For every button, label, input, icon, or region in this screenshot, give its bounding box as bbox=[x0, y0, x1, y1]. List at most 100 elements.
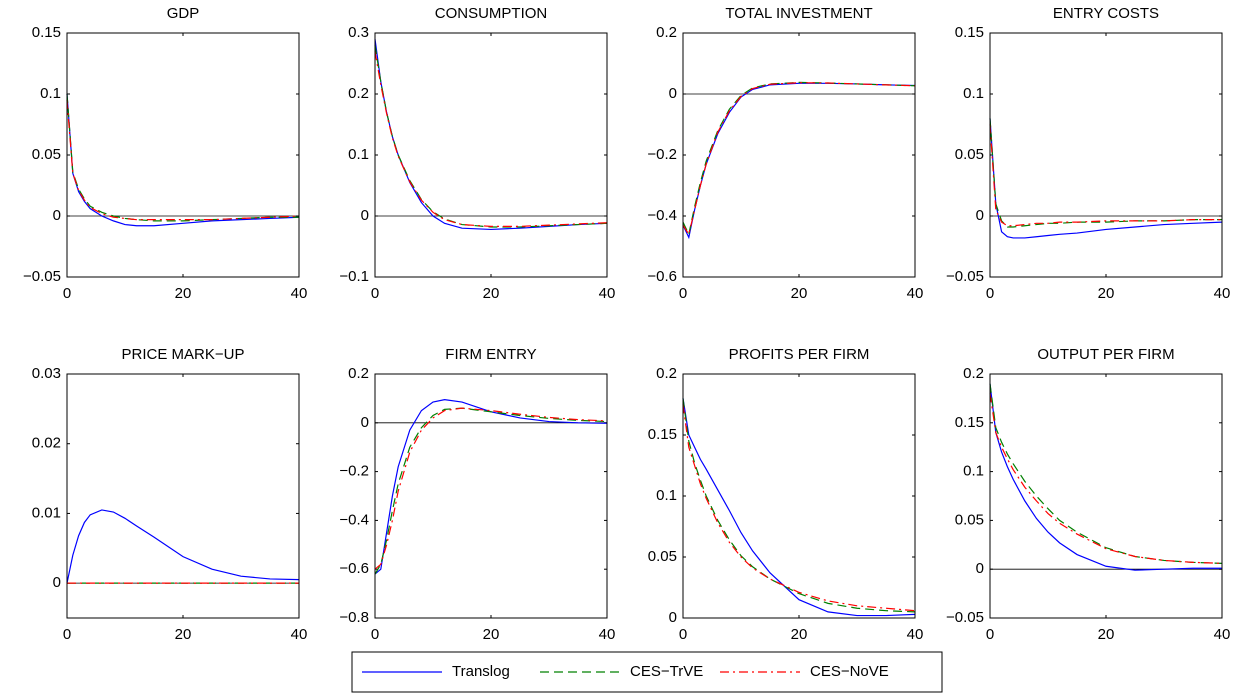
series-line bbox=[989, 383, 1222, 571]
x-tick-label: 20 bbox=[483, 285, 500, 302]
x-tick-label: 0 bbox=[63, 285, 71, 302]
series-line bbox=[682, 82, 916, 240]
series-line bbox=[374, 45, 608, 228]
x-tick-label: 20 bbox=[1098, 285, 1115, 302]
x-tick-label: 0 bbox=[986, 285, 994, 302]
x-tick-label: 0 bbox=[679, 285, 687, 302]
x-tick-label: 20 bbox=[791, 626, 808, 643]
axes-box bbox=[66, 32, 300, 278]
y-tick-label: 0.3 bbox=[348, 24, 369, 41]
legend-label: Translog bbox=[452, 663, 510, 680]
y-tick-label: 0.2 bbox=[656, 365, 677, 382]
x-tick-label: 40 bbox=[907, 626, 924, 643]
series-line bbox=[989, 118, 1223, 239]
axes-box bbox=[989, 373, 1223, 619]
series-line bbox=[66, 93, 299, 222]
subplot-title: PROFITS PER FIRM bbox=[729, 346, 870, 363]
y-tick-label: −0.2 bbox=[339, 463, 369, 480]
series-line bbox=[989, 118, 1222, 228]
series-line bbox=[682, 82, 916, 236]
axes-box bbox=[374, 32, 608, 278]
legend-box bbox=[351, 651, 943, 693]
x-tick-label: 40 bbox=[291, 285, 308, 302]
y-tick-label: −0.6 bbox=[339, 560, 369, 577]
y-tick-label: −0.05 bbox=[23, 268, 61, 285]
y-tick-label: 0.01 bbox=[32, 504, 61, 521]
y-tick-label: −0.05 bbox=[946, 609, 984, 626]
x-tick-label: 40 bbox=[291, 626, 308, 643]
subplot-title: TOTAL INVESTMENT bbox=[725, 5, 872, 22]
series-line bbox=[66, 100, 300, 221]
axes-box bbox=[682, 32, 916, 278]
subplot-title: OUTPUT PER FIRM bbox=[1037, 346, 1174, 363]
y-tick-label: 0.15 bbox=[648, 426, 677, 443]
y-tick-label: −0.4 bbox=[339, 511, 369, 528]
series-line bbox=[374, 407, 608, 575]
axes-box bbox=[66, 373, 300, 619]
y-tick-label: 0.1 bbox=[963, 85, 984, 102]
x-tick-label: 0 bbox=[986, 626, 994, 643]
y-tick-label: 0.05 bbox=[955, 146, 984, 163]
x-tick-label: 40 bbox=[1214, 626, 1231, 643]
x-tick-label: 0 bbox=[371, 626, 379, 643]
y-tick-label: 0.05 bbox=[648, 548, 677, 565]
y-tick-label: 0.15 bbox=[955, 414, 984, 431]
x-tick-label: 20 bbox=[1098, 626, 1115, 643]
y-tick-label: 0.03 bbox=[32, 365, 61, 382]
series-line bbox=[989, 383, 1223, 564]
y-tick-label: −0.05 bbox=[946, 268, 984, 285]
axes-box bbox=[374, 373, 608, 619]
x-tick-label: 40 bbox=[1214, 285, 1231, 302]
y-tick-label: −0.1 bbox=[339, 268, 369, 285]
subplot-title: ENTRY COSTS bbox=[1053, 5, 1159, 22]
y-tick-label: 0.05 bbox=[955, 511, 984, 528]
axes-box bbox=[989, 32, 1223, 278]
series-line bbox=[989, 393, 1223, 564]
series-line bbox=[374, 39, 608, 231]
series-line bbox=[682, 398, 916, 617]
y-tick-label: 0.1 bbox=[348, 146, 369, 163]
series-line bbox=[374, 51, 608, 227]
subplot-title: CONSUMPTION bbox=[435, 5, 548, 22]
subplot-title: FIRM ENTRY bbox=[445, 346, 536, 363]
x-tick-label: 0 bbox=[63, 626, 71, 643]
y-tick-label: 0 bbox=[976, 207, 984, 224]
subplot-title: PRICE MARK−UP bbox=[122, 346, 245, 363]
y-tick-label: 0.2 bbox=[963, 365, 984, 382]
series-line bbox=[66, 93, 300, 227]
x-tick-label: 40 bbox=[907, 285, 924, 302]
y-tick-label: 0.05 bbox=[32, 146, 61, 163]
y-tick-label: 0.1 bbox=[963, 463, 984, 480]
y-tick-label: 0.2 bbox=[348, 365, 369, 382]
series-line bbox=[682, 404, 916, 612]
y-tick-label: 0 bbox=[669, 85, 677, 102]
y-tick-label: −0.4 bbox=[647, 207, 677, 224]
y-tick-label: 0 bbox=[53, 207, 61, 224]
legend-label: CES−TrVE bbox=[630, 663, 703, 680]
y-tick-label: 0 bbox=[361, 207, 369, 224]
y-tick-label: 0.15 bbox=[955, 24, 984, 41]
y-tick-label: 0.1 bbox=[656, 487, 677, 504]
y-tick-label: 0 bbox=[361, 414, 369, 431]
x-tick-label: 40 bbox=[599, 626, 616, 643]
x-tick-label: 0 bbox=[679, 626, 687, 643]
series-line bbox=[989, 124, 1222, 227]
series-line bbox=[682, 81, 916, 237]
x-tick-label: 40 bbox=[599, 285, 616, 302]
y-tick-label: 0.2 bbox=[656, 24, 677, 41]
y-tick-label: 0.15 bbox=[32, 24, 61, 41]
series-line bbox=[374, 399, 608, 575]
y-tick-label: −0.6 bbox=[647, 268, 677, 285]
x-tick-label: 20 bbox=[791, 285, 808, 302]
x-tick-label: 20 bbox=[483, 626, 500, 643]
x-tick-label: 20 bbox=[175, 626, 192, 643]
series-line bbox=[66, 509, 300, 584]
series-line bbox=[374, 407, 608, 570]
y-tick-label: 0.1 bbox=[40, 85, 61, 102]
axes-box bbox=[682, 373, 916, 619]
y-tick-label: 0 bbox=[669, 609, 677, 626]
x-tick-label: 0 bbox=[371, 285, 379, 302]
series-line bbox=[682, 398, 916, 613]
y-tick-label: 0 bbox=[53, 574, 61, 591]
